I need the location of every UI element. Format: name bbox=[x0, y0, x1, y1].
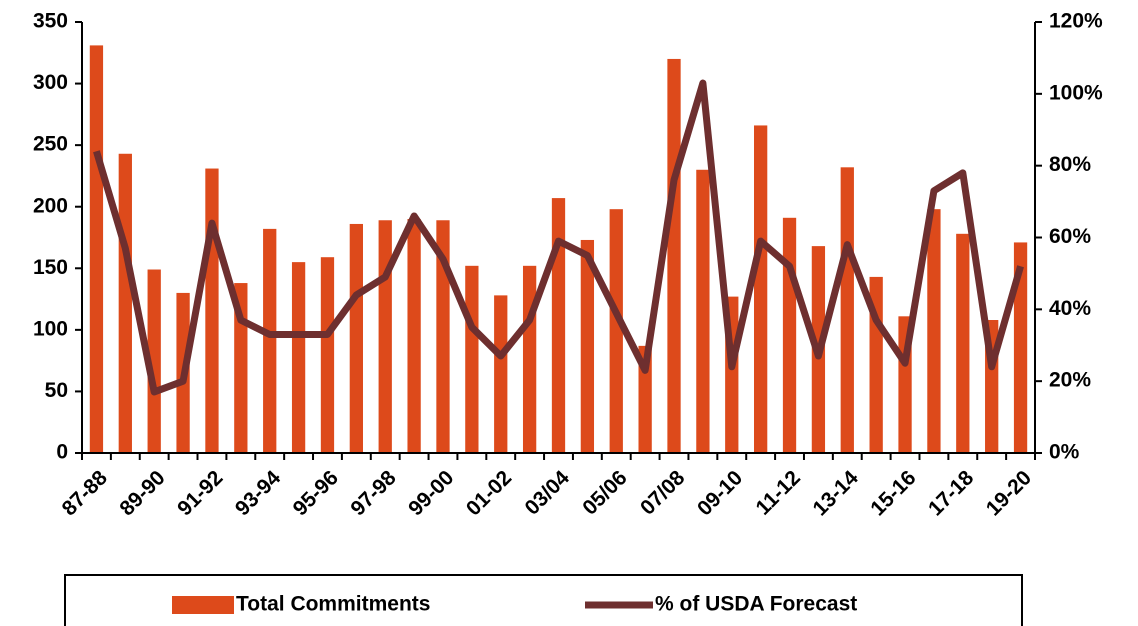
y-tick-label: 300 bbox=[33, 71, 68, 94]
y-tick-label: 350 bbox=[33, 10, 68, 33]
x-tick-label: 87-88 bbox=[58, 466, 112, 520]
x-tick-label: 95-96 bbox=[289, 466, 343, 520]
x-tick-label: 17-18 bbox=[924, 466, 978, 520]
x-tick-label: 99-00 bbox=[404, 466, 458, 520]
x-tick-label: 13-14 bbox=[808, 466, 862, 520]
bar bbox=[667, 58, 681, 453]
bar bbox=[696, 169, 710, 453]
bar bbox=[840, 167, 854, 453]
y2-tick-label: 120% bbox=[1049, 10, 1103, 33]
y2-tick-label: 40% bbox=[1049, 297, 1091, 320]
bar bbox=[147, 269, 161, 453]
line-series bbox=[93, 79, 1024, 396]
bar bbox=[89, 45, 104, 453]
x-tick-label: 91-92 bbox=[173, 466, 227, 520]
y2-tick-label: 80% bbox=[1049, 153, 1091, 176]
y2-tick-label: 0% bbox=[1049, 441, 1080, 464]
bar bbox=[494, 295, 508, 453]
bar bbox=[118, 153, 132, 453]
x-tick-label: 05/06 bbox=[578, 466, 631, 519]
x-tick-label: 09-10 bbox=[693, 466, 747, 520]
x-tick-label: 01-02 bbox=[462, 466, 516, 520]
bar bbox=[263, 228, 277, 453]
y-tick-label: 250 bbox=[33, 133, 68, 156]
bar bbox=[465, 265, 479, 453]
bar bbox=[436, 220, 450, 453]
bar bbox=[291, 262, 306, 453]
x-tick-label: 11-12 bbox=[752, 466, 805, 519]
legend-label: Total Commitments bbox=[236, 593, 430, 616]
y-tick-label: 0 bbox=[56, 441, 68, 464]
bar bbox=[754, 125, 768, 453]
bar bbox=[782, 217, 797, 453]
bar bbox=[407, 219, 421, 453]
bar bbox=[551, 198, 566, 453]
bar bbox=[580, 239, 595, 453]
bar bbox=[320, 257, 335, 453]
y2-tick-label: 100% bbox=[1049, 81, 1103, 104]
bar bbox=[638, 345, 652, 453]
x-tick-label: 07/08 bbox=[636, 466, 690, 520]
y-tick-label: 150 bbox=[33, 256, 68, 279]
bar bbox=[349, 223, 363, 453]
bar bbox=[205, 168, 219, 454]
x-tick-label: 97-98 bbox=[346, 466, 400, 520]
bar bbox=[378, 220, 392, 453]
y2-tick-label: 60% bbox=[1049, 225, 1091, 248]
x-tick-label: 03/04 bbox=[521, 466, 575, 520]
x-tick-label: 15-16 bbox=[866, 466, 920, 520]
bar bbox=[1013, 242, 1028, 453]
bar bbox=[522, 265, 537, 453]
x-tick-label: 19-20 bbox=[982, 466, 1036, 520]
y-tick-label: 100 bbox=[33, 317, 68, 340]
legend-label: % of USDA Forecast bbox=[655, 593, 857, 616]
x-tick-label: 89-90 bbox=[115, 466, 169, 520]
bar bbox=[927, 209, 941, 453]
bar bbox=[609, 209, 623, 453]
y-tick-label: 50 bbox=[45, 379, 68, 402]
x-tick-label: 93-94 bbox=[231, 466, 285, 520]
bar bbox=[956, 233, 970, 453]
y-tick-label: 200 bbox=[33, 194, 68, 217]
legend-swatch bbox=[172, 596, 234, 614]
y2-tick-label: 20% bbox=[1049, 369, 1091, 392]
